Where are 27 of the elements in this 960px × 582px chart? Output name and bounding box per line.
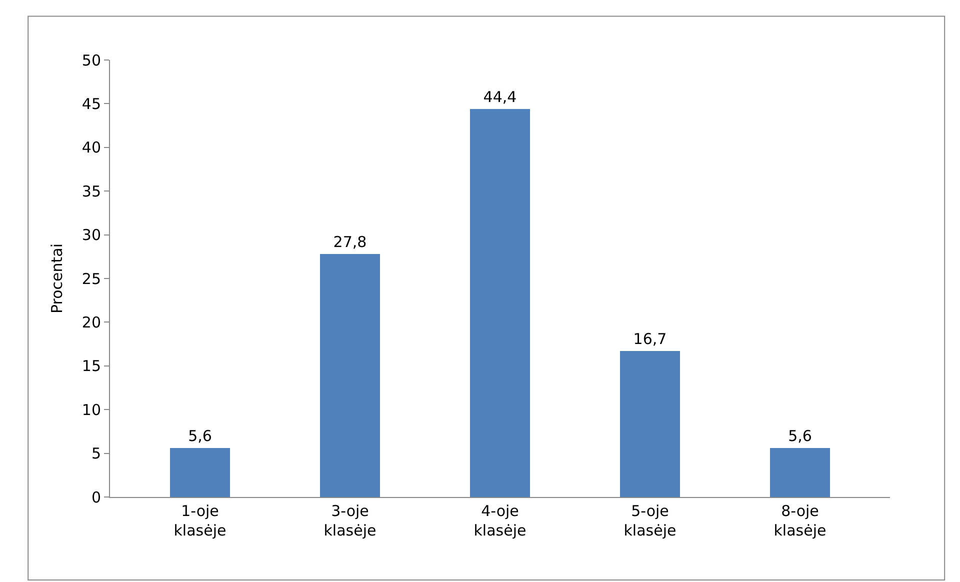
y-tick-label: 50 — [82, 51, 101, 70]
data-label: 27,8 — [333, 233, 367, 252]
y-tick-label: 45 — [82, 94, 101, 113]
bar — [620, 351, 680, 497]
y-tick-label: 5 — [91, 444, 101, 463]
x-tick-label: 5-oje klasėje — [624, 502, 676, 540]
y-axis-title: Procentai — [48, 243, 66, 314]
bar — [320, 254, 380, 497]
x-tick-label: 3-oje klasėje — [324, 502, 376, 540]
data-label: 16,7 — [633, 330, 667, 348]
y-tick-label: 20 — [82, 313, 101, 332]
y-tick-label: 25 — [82, 270, 101, 288]
bar — [770, 448, 830, 497]
x-tick-label: 1-oje klasėje — [174, 502, 226, 540]
y-tick-label: 0 — [91, 488, 101, 506]
bar — [470, 108, 530, 497]
bar — [170, 448, 230, 497]
x-tick-label: 4-oje klasėje — [474, 502, 526, 540]
data-label: 5,6 — [788, 427, 812, 446]
data-label: 5,6 — [188, 427, 212, 446]
y-tick-label: 15 — [82, 357, 101, 376]
y-tick-label: 10 — [82, 400, 101, 419]
y-tick-label: 30 — [82, 226, 101, 244]
y-tick-label: 35 — [82, 182, 101, 200]
x-tick-label: 8-oje klasėje — [774, 502, 826, 540]
data-label: 44,4 — [483, 88, 517, 106]
y-tick-label: 40 — [82, 138, 101, 157]
